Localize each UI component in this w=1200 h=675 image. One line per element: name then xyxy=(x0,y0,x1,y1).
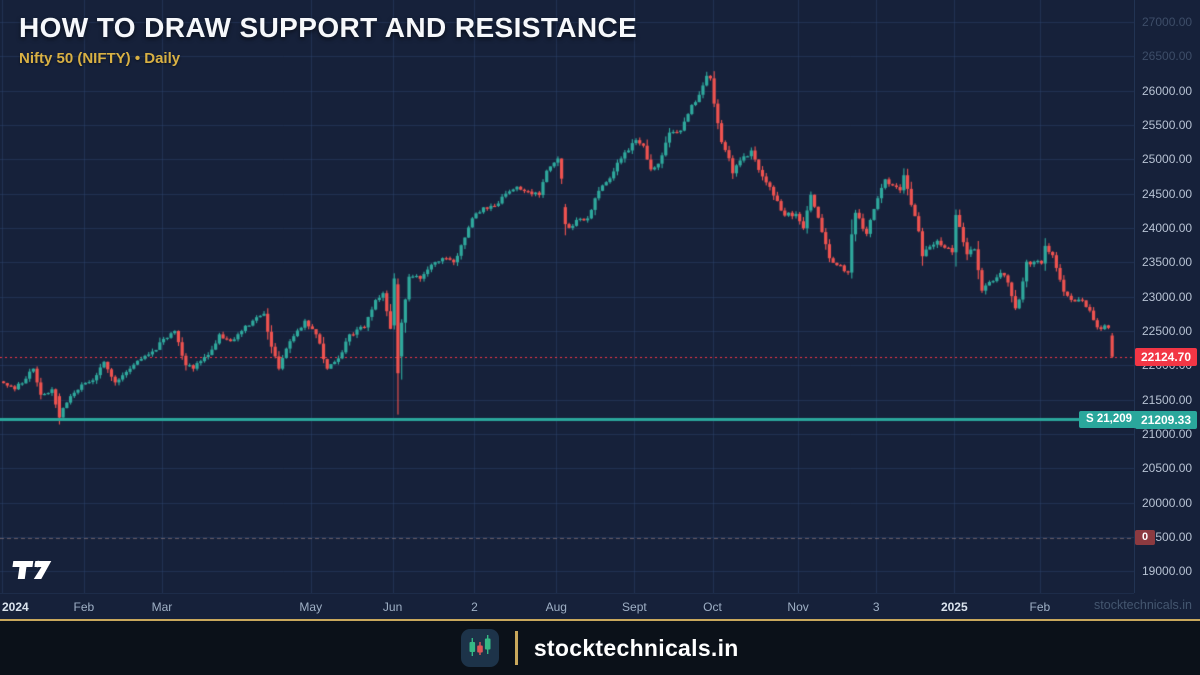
price-axis-label: 26500.00 xyxy=(1142,49,1193,64)
time-axis-label: Feb xyxy=(1029,600,1051,614)
time-axis-label: Oct xyxy=(703,600,722,614)
price-axis-label: 26000.00 xyxy=(1142,83,1193,98)
price-axis-label: 24000.00 xyxy=(1142,220,1193,235)
time-axis-label: Nov xyxy=(787,600,809,614)
symbol-timeframe-label: Nifty 50 (NIFTY) • Daily xyxy=(19,50,181,67)
price-axis-label: 21500.00 xyxy=(1142,392,1193,407)
footer-divider xyxy=(515,631,518,665)
time-axis-label: May xyxy=(299,600,323,614)
zero-marker-badge: 0 xyxy=(1135,530,1155,546)
price-axis-label: 24500.00 xyxy=(1142,186,1193,201)
price-axis[interactable]: 27000.00 26500.00 26000.00 25500.00 25000.00… xyxy=(1134,0,1200,593)
candlestick-chart-surface[interactable] xyxy=(0,0,1134,593)
price-axis-label: 23000.00 xyxy=(1142,289,1193,304)
time-axis-label: 3 xyxy=(872,600,880,614)
candlestick-logo-icon xyxy=(461,629,500,667)
page-title: HOW TO DRAW SUPPORT AND RESISTANCE xyxy=(19,12,638,43)
support-line-pill: S 21,209 xyxy=(1079,411,1140,429)
time-axis-label: 2 xyxy=(471,600,478,614)
time-axis-label: 2025 xyxy=(940,600,968,614)
footer-bar: stocktechnicals.in xyxy=(0,619,1200,675)
time-axis[interactable]: 2024 Feb Mar May Jun 2 Aug Sept Oct Nov 3 2025 Feb xyxy=(0,593,1134,623)
price-axis-label: 25500.00 xyxy=(1142,117,1193,132)
price-axis-label: 23500.00 xyxy=(1142,255,1193,270)
tradingview-logo-icon xyxy=(12,560,52,579)
price-axis-label: 25000.00 xyxy=(1142,152,1193,167)
last-price-axis-badge: 22124.70 xyxy=(1135,347,1197,366)
price-axis-label: 21000.00 xyxy=(1142,426,1193,441)
time-axis-label: 2024 xyxy=(2,600,29,614)
time-axis-label: Feb xyxy=(73,600,95,614)
time-axis-label: Aug xyxy=(545,600,567,614)
footer-brand-text: stocktechnicals.in xyxy=(533,634,739,661)
time-axis-label: Jun xyxy=(382,600,403,614)
price-axis-label: 19000.00 xyxy=(1142,564,1193,579)
time-axis-label: Sept xyxy=(622,600,647,614)
watermark-text: stocktechnicals.in xyxy=(1094,598,1192,612)
header: HOW TO DRAW SUPPORT AND RESISTANCE Nifty… xyxy=(19,12,637,67)
price-axis-label: 27000.00 xyxy=(1142,15,1193,29)
price-axis-label: 20500.00 xyxy=(1142,461,1193,476)
support-axis-badge: 21209.33 xyxy=(1135,410,1197,429)
price-axis-label: 20000.00 xyxy=(1142,495,1193,510)
price-axis-label: 22500.00 xyxy=(1142,323,1193,338)
time-axis-label: Mar xyxy=(151,600,173,614)
